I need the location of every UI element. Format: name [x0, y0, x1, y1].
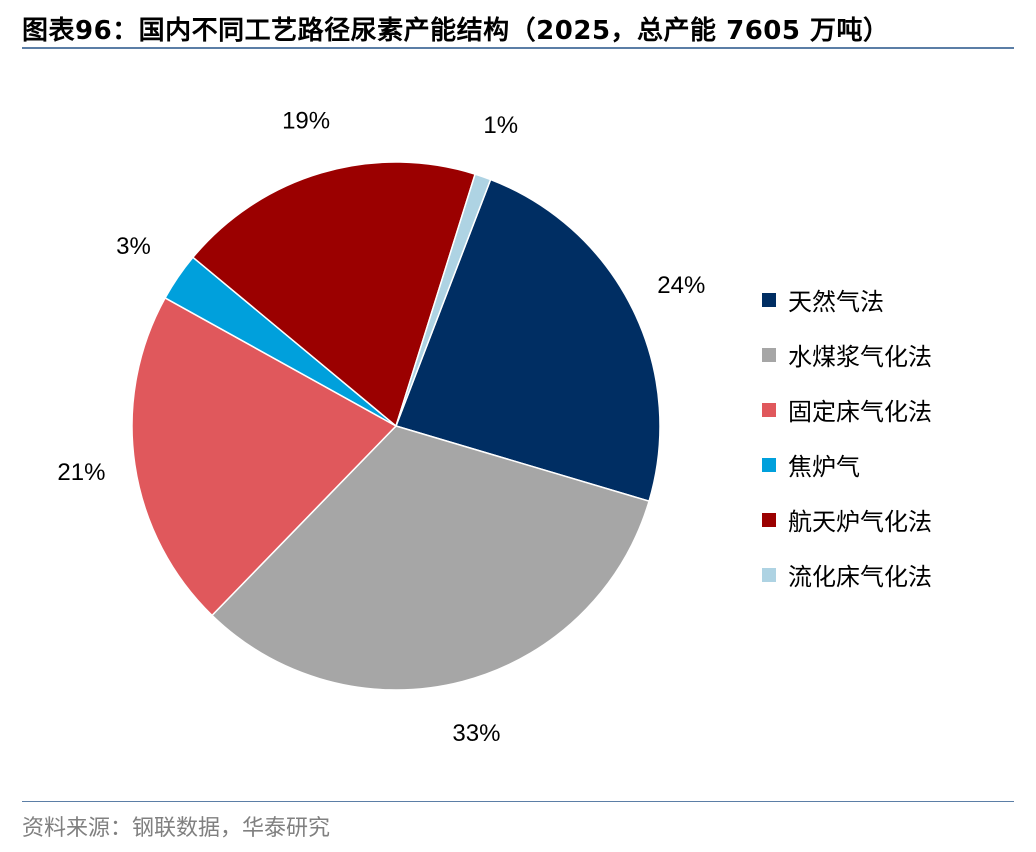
legend-label: 水煤浆气化法: [788, 343, 932, 371]
legend-label: 流化床气化法: [788, 563, 932, 591]
pie-slice-6: [395, 173, 492, 427]
source-note: 资料来源：钢联数据，华泰研究: [22, 816, 331, 841]
legend-item-4: 焦炉气: [762, 437, 932, 492]
data-label-1: 24%: [657, 272, 705, 299]
legend-item-1: 天然气法: [762, 272, 932, 327]
title-divider: [22, 47, 1014, 49]
pie-slice-1: [395, 178, 661, 503]
legend-swatch: [762, 512, 776, 527]
legend-item-6: 流化床气化法: [762, 547, 932, 602]
pie-chart: 24% 33% 21% 3% 19% 1%: [57, 108, 705, 748]
data-label-3: 21%: [57, 459, 105, 486]
data-label-6: 1%: [483, 112, 518, 139]
footer-divider: [22, 801, 1014, 802]
legend-swatch: [762, 292, 776, 307]
legend-label: 天然气法: [788, 288, 884, 316]
legend-label: 航天炉气化法: [788, 508, 932, 536]
pie-slice-2: [210, 425, 651, 691]
legend-swatch: [762, 402, 776, 417]
legend-swatch: [762, 567, 776, 582]
data-label-4: 3%: [116, 233, 151, 260]
legend-label: 焦炉气: [788, 453, 860, 481]
legend-swatch: [762, 347, 776, 362]
pie-slice-5: [191, 161, 477, 428]
chart-legend: 天然气法水煤浆气化法 固定床气化法 焦炉气航天炉气化法 流化床气化法: [762, 272, 932, 602]
pie-slice-3: [131, 296, 398, 617]
data-label-2: 33%: [452, 720, 500, 747]
data-label-5: 19%: [282, 108, 330, 135]
legend-item-2: 水煤浆气化法: [762, 327, 932, 382]
legend-item-5: 航天炉气化法: [762, 492, 932, 547]
chart-title: 图表96：国内不同工艺路径尿素产能结构（2025，总产能 7605 万吨）: [22, 16, 890, 46]
legend-label: 固定床气化法: [788, 398, 932, 426]
legend-swatch: [762, 457, 776, 472]
legend-item-3: 固定床气化法: [762, 382, 932, 437]
